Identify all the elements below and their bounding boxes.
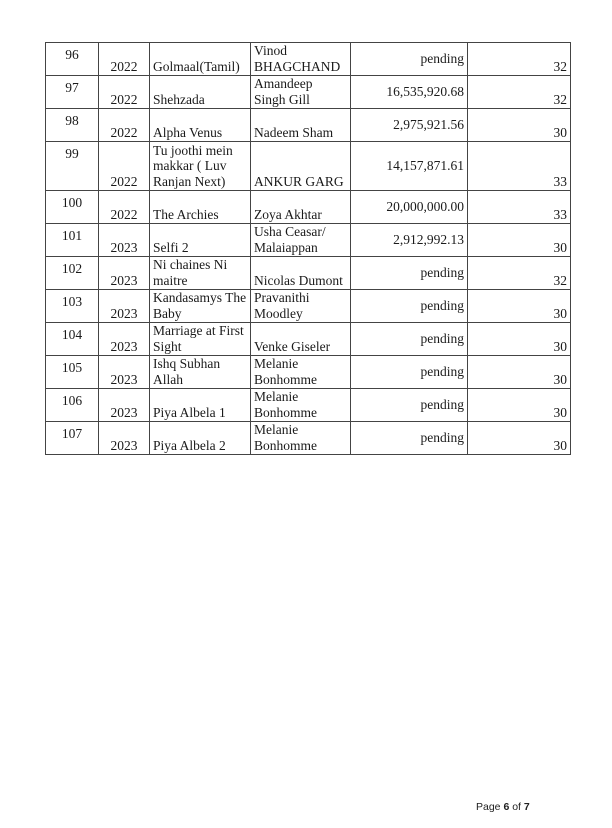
cell-title: Ishq Subhan Allah	[149, 355, 251, 389]
cell-producer: ANKUR GARG	[250, 141, 351, 191]
cell-no: 98	[45, 108, 99, 142]
cell-producer: Nicolas Dumont	[250, 256, 351, 290]
table-row: 104 2023 Marriage at First Sight Venke Gise…	[45, 322, 571, 356]
cell-producer: Nadeem Sham	[250, 108, 351, 142]
cell-year: 2022	[98, 141, 150, 191]
cell-producer: Melanie Bonhomme	[250, 421, 351, 455]
cell-year: 2022	[98, 42, 150, 76]
cell-year: 2023	[98, 355, 150, 389]
cell-year: 2022	[98, 75, 150, 109]
cell-year: 2023	[98, 388, 150, 422]
of-label: of	[512, 801, 521, 813]
cell-amount: pending	[350, 322, 468, 356]
page-number: Page 6 of 7	[476, 801, 530, 813]
cell-title: Marriage at First Sight	[149, 322, 251, 356]
cell-value: 32	[467, 75, 571, 109]
cell-title: Golmaal(Tamil)	[149, 42, 251, 76]
cell-amount: 14,157,871.61	[350, 141, 468, 191]
cell-title: Kandasamys The Baby	[149, 289, 251, 323]
cell-no: 101	[45, 223, 99, 257]
cell-value: 30	[467, 421, 571, 455]
cell-value: 30	[467, 355, 571, 389]
total-pages: 7	[523, 801, 530, 813]
cell-title: Selfi 2	[149, 223, 251, 257]
cell-value: 30	[467, 108, 571, 142]
cell-year: 2023	[98, 256, 150, 290]
page-label: Page	[476, 801, 501, 813]
cell-title: Alpha Venus	[149, 108, 251, 142]
table-row: 107 2023 Piya Albela 2 Melanie Bonhomme pend…	[45, 421, 571, 455]
cell-amount: 20,000,000.00	[350, 190, 468, 224]
table-row: 105 2023 Ishq Subhan Allah Melanie Bonhomme…	[45, 355, 571, 389]
cell-no: 103	[45, 289, 99, 323]
cell-no: 105	[45, 355, 99, 389]
cell-producer: Melanie Bonhomme	[250, 388, 351, 422]
cell-producer: Amandeep Singh Gill	[250, 75, 351, 109]
cell-no: 97	[45, 75, 99, 109]
cell-no: 104	[45, 322, 99, 356]
table-row: 101 2023 Selfi 2 Usha Ceasar/ Malaiappan 2,9…	[45, 223, 571, 257]
cell-amount: pending	[350, 42, 468, 76]
cell-amount: 2,912,992.13	[350, 223, 468, 257]
cell-value: 32	[467, 42, 571, 76]
films-table: 96 2022 Golmaal(Tamil) Vinod BHAGCHAND pendi…	[45, 42, 571, 455]
table-row: 99 2022 Tu joothi mein makkar ( Luv Ranjan…	[45, 141, 571, 191]
cell-value: 32	[467, 256, 571, 290]
cell-amount: pending	[350, 355, 468, 389]
table-row: 106 2023 Piya Albela 1 Melanie Bonhomme pend…	[45, 388, 571, 422]
cell-year: 2023	[98, 223, 150, 257]
cell-value: 30	[467, 289, 571, 323]
cell-title: Tu joothi mein makkar ( Luv Ranjan Next)	[149, 141, 251, 191]
cell-amount: pending	[350, 256, 468, 290]
cell-no: 107	[45, 421, 99, 455]
cell-producer: Vinod BHAGCHAND	[250, 42, 351, 76]
cell-no: 100	[45, 190, 99, 224]
cell-year: 2022	[98, 190, 150, 224]
cell-no: 106	[45, 388, 99, 422]
table-row: 103 2023 Kandasamys The Baby Pravanithi Moo…	[45, 289, 571, 323]
table-row: 102 2023 Ni chaines Ni maitre Nicolas Dumon…	[45, 256, 571, 290]
cell-title: Ni chaines Ni maitre	[149, 256, 251, 290]
cell-title: The Archies	[149, 190, 251, 224]
cell-producer: Zoya Akhtar	[250, 190, 351, 224]
cell-year: 2023	[98, 289, 150, 323]
cell-amount: pending	[350, 421, 468, 455]
cell-value: 30	[467, 388, 571, 422]
table-row: 96 2022 Golmaal(Tamil) Vinod BHAGCHAND pendi…	[45, 42, 571, 76]
cell-no: 102	[45, 256, 99, 290]
cell-title: Piya Albela 1	[149, 388, 251, 422]
current-page: 6	[503, 801, 510, 813]
cell-producer: Usha Ceasar/ Malaiappan	[250, 223, 351, 257]
table-row: 97 2022 Shehzada Amandeep Singh Gill 16,535,…	[45, 75, 571, 109]
cell-producer: Melanie Bonhomme	[250, 355, 351, 389]
cell-amount: 16,535,920.68	[350, 75, 468, 109]
cell-title: Piya Albela 2	[149, 421, 251, 455]
cell-year: 2023	[98, 421, 150, 455]
cell-no: 99	[45, 141, 99, 191]
cell-producer: Pravanithi Moodley	[250, 289, 351, 323]
cell-year: 2022	[98, 108, 150, 142]
cell-value: 30	[467, 223, 571, 257]
cell-value: 33	[467, 141, 571, 191]
cell-amount: pending	[350, 289, 468, 323]
cell-title: Shehzada	[149, 75, 251, 109]
cell-value: 30	[467, 322, 571, 356]
table-row: 98 2022 Alpha Venus Nadeem Sham 2,975,921.56…	[45, 108, 571, 142]
cell-value: 33	[467, 190, 571, 224]
cell-no: 96	[45, 42, 99, 76]
cell-year: 2023	[98, 322, 150, 356]
cell-producer: Venke Giseler	[250, 322, 351, 356]
cell-amount: pending	[350, 388, 468, 422]
table-row: 100 2022 The Archies Zoya Akhtar 20,000,000.…	[45, 190, 571, 224]
cell-amount: 2,975,921.56	[350, 108, 468, 142]
